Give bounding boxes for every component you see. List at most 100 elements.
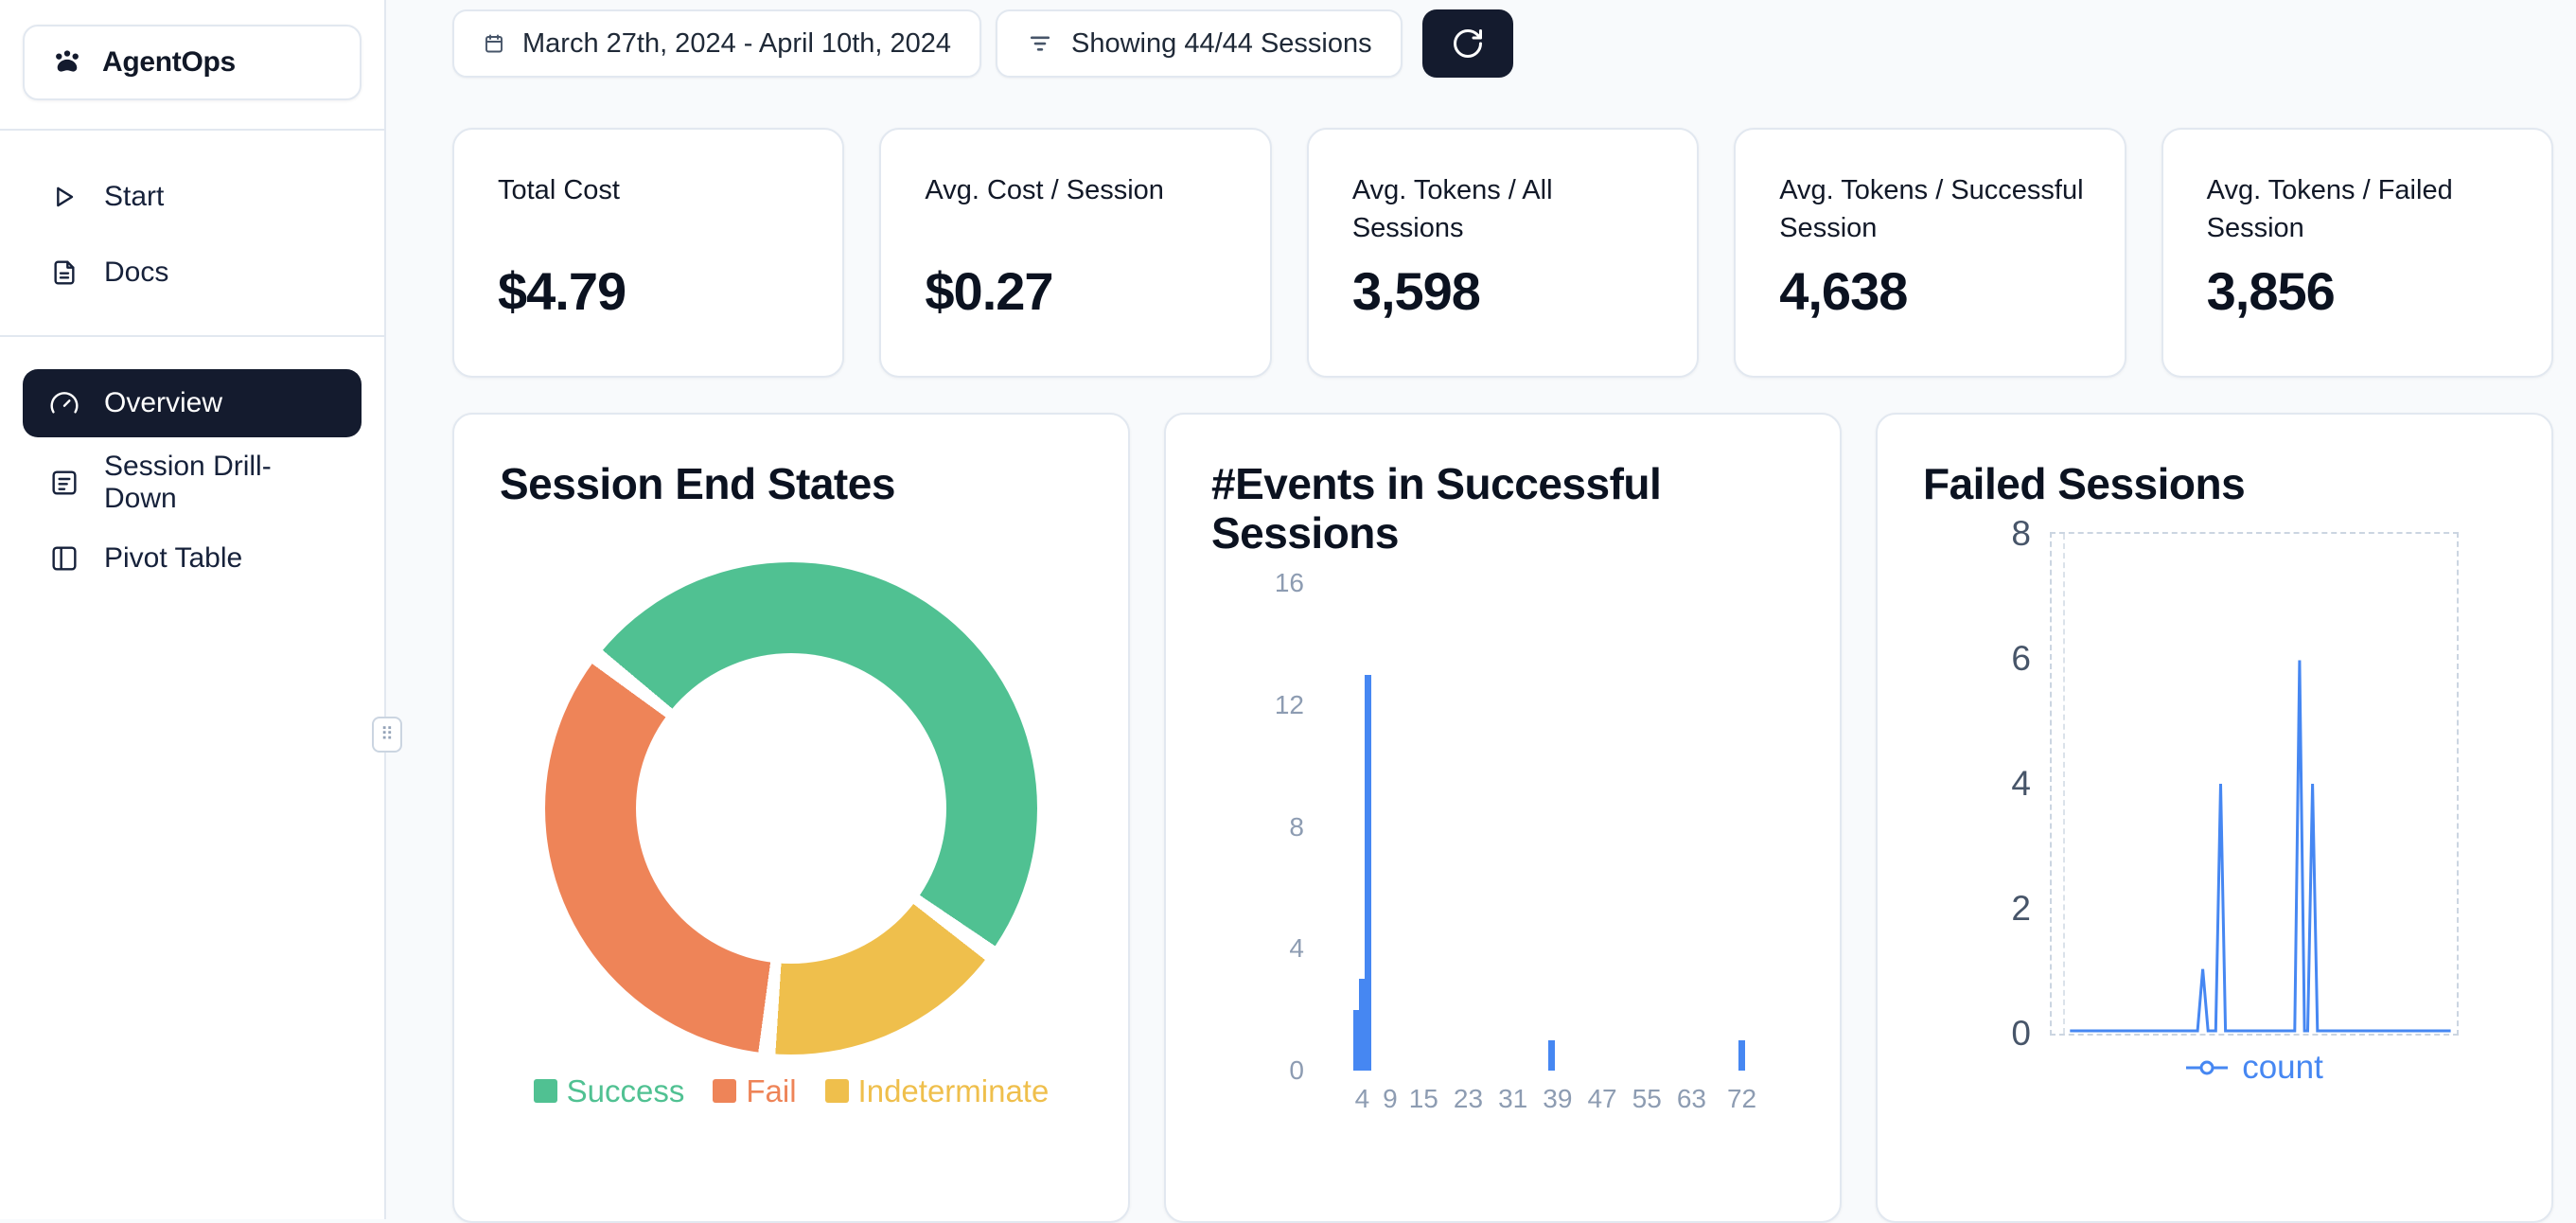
stat-card-avg-cost: Avg. Cost / Session $0.27 bbox=[879, 128, 1272, 378]
sidebar-item-label: Pivot Table bbox=[104, 542, 243, 574]
session-end-states-card: Session End States Success Fail bbox=[452, 413, 1130, 1223]
y-axis-tick: 8 bbox=[1289, 811, 1304, 842]
date-range-label: March 27th, 2024 - April 10th, 2024 bbox=[522, 27, 952, 59]
sidebar-item-overview[interactable]: Overview bbox=[23, 369, 362, 437]
histogram-bar bbox=[1364, 674, 1371, 1071]
app-name: AgentOps bbox=[102, 46, 236, 78]
app-logo[interactable]: AgentOps bbox=[23, 25, 362, 100]
failed-sessions-plot[interactable]: 0 2 4 6 8 bbox=[2011, 514, 2459, 1053]
x-axis-tick: 9 bbox=[1383, 1084, 1398, 1113]
x-axis-tick: 4 bbox=[1354, 1084, 1370, 1113]
sidebar-item-docs[interactable]: Docs bbox=[23, 235, 362, 310]
count-legend-label: count bbox=[2242, 1049, 2323, 1086]
x-axis-tick: 39 bbox=[1543, 1084, 1573, 1113]
sidebar-item-session-drilldown[interactable]: Session Drill-Down bbox=[23, 445, 362, 521]
sidebar-resize-handle[interactable]: ⠿ bbox=[372, 717, 402, 753]
histogram-bar bbox=[1358, 979, 1366, 1071]
legend-label: Fail bbox=[746, 1072, 797, 1108]
stat-card-avg-tokens-all: Avg. Tokens / All Sessions 3,598 bbox=[1306, 128, 1700, 378]
legend-swatch bbox=[713, 1079, 737, 1104]
donut-ring[interactable] bbox=[545, 561, 1037, 1055]
histogram-bar bbox=[1548, 1039, 1556, 1071]
stat-card-avg-tokens-failed: Avg. Tokens / Failed Session 3,856 bbox=[2161, 128, 2554, 378]
toolbar: March 27th, 2024 - April 10th, 2024 Show… bbox=[452, 9, 2553, 78]
stat-value: 3,856 bbox=[2206, 261, 2336, 321]
sessions-filter-button[interactable]: Showing 44/44 Sessions bbox=[996, 9, 1403, 78]
y-axis-tick: 4 bbox=[2011, 764, 2031, 803]
x-axis-tick: 23 bbox=[1453, 1084, 1484, 1113]
count-legend-marker-icon bbox=[2186, 1060, 2229, 1075]
sidebar-item-start[interactable]: Start bbox=[23, 159, 362, 235]
sidebar-item-pivot-table[interactable]: Pivot Table bbox=[23, 521, 362, 596]
legend-item-success[interactable]: Success bbox=[533, 1072, 685, 1109]
sidebar-divider bbox=[0, 335, 384, 337]
stat-value: $4.79 bbox=[498, 261, 626, 321]
legend-label: Indeterminate bbox=[857, 1072, 1050, 1108]
refresh-icon bbox=[1453, 29, 1482, 58]
legend-label: Success bbox=[566, 1072, 685, 1108]
stats-row: Total Cost $4.79 Avg. Cost / Session $0.… bbox=[452, 128, 2554, 378]
y-axis-tick: 8 bbox=[2011, 514, 2031, 553]
stat-value: 4,638 bbox=[1779, 261, 1908, 321]
stat-value: 3,598 bbox=[1351, 261, 1481, 321]
failed-sessions-line bbox=[2070, 660, 2451, 1033]
stat-value: $0.27 bbox=[925, 261, 1053, 321]
y-axis-tick: 0 bbox=[1289, 1055, 1304, 1085]
stat-card-avg-tokens-successful: Avg. Tokens / Successful Session 4,638 bbox=[1734, 128, 2126, 378]
donut-legend: Success Fail Indeterminate bbox=[500, 1073, 1083, 1109]
stat-label: Avg. Tokens / Failed Session bbox=[2206, 175, 2453, 244]
date-range-button[interactable]: March 27th, 2024 - April 10th, 2024 bbox=[452, 9, 982, 78]
play-icon bbox=[57, 186, 74, 207]
main-content: March 27th, 2024 - April 10th, 2024 Show… bbox=[386, 0, 2576, 1223]
docs-icon bbox=[54, 260, 75, 285]
y-axis-tick: 16 bbox=[1274, 568, 1304, 597]
legend-item-fail[interactable]: Fail bbox=[713, 1072, 797, 1109]
session-end-states-chart[interactable] bbox=[545, 561, 1037, 1055]
x-axis-tick: 47 bbox=[1587, 1084, 1617, 1113]
histogram-bar bbox=[1352, 1009, 1360, 1071]
calendar-icon bbox=[485, 34, 503, 53]
y-axis-tick: 2 bbox=[2011, 889, 2031, 928]
charts-row: Session End States Success Fail bbox=[452, 413, 2553, 1223]
stat-label: Avg. Cost / Session bbox=[925, 175, 1164, 205]
chart-title: Failed Sessions bbox=[1923, 459, 2246, 508]
count-legend[interactable]: count bbox=[2050, 1049, 2459, 1087]
sidebar-item-label: Overview bbox=[104, 387, 223, 418]
x-axis-tick: 72 bbox=[1726, 1084, 1757, 1113]
chart-title: Session End States bbox=[500, 459, 895, 508]
pivot-table-icon bbox=[52, 546, 77, 571]
y-axis-tick: 4 bbox=[1289, 933, 1304, 964]
sidebar-item-label: Docs bbox=[104, 257, 169, 288]
histogram-bar bbox=[1738, 1039, 1746, 1071]
y-axis-tick: 12 bbox=[1274, 689, 1304, 719]
sidebar-main-group: Overview Session Drill-Down Pivot Table bbox=[0, 337, 384, 621]
stat-label: Avg. Tokens / Successful Session bbox=[1779, 175, 2084, 244]
sidebar-divider bbox=[0, 129, 384, 131]
sidebar-item-label: Start bbox=[104, 181, 165, 212]
refresh-button[interactable] bbox=[1421, 9, 1513, 78]
stat-card-total-cost: Total Cost $4.79 bbox=[452, 128, 845, 378]
chart-title: #Events in Successful Sessions bbox=[1211, 459, 1662, 558]
stat-label: Total Cost bbox=[498, 175, 620, 205]
agentops-logo-icon bbox=[56, 50, 79, 72]
sidebar: AgentOps Start Docs bbox=[0, 0, 386, 1219]
events-histogram-plot[interactable]: 0 4 8 12 16 4 9 15 23 31 39 47 55 63 72 bbox=[1275, 568, 1826, 1113]
failed-sessions-card: Failed Sessions 0 2 4 6 8 count bbox=[1876, 413, 2553, 1223]
legend-swatch bbox=[533, 1079, 557, 1104]
x-axis-tick: 55 bbox=[1632, 1084, 1662, 1113]
events-in-successful-sessions-card: #Events in Successful Sessions 0 4 8 12 16 4 9… bbox=[1164, 413, 1842, 1223]
legend-item-indeterminate[interactable]: Indeterminate bbox=[824, 1072, 1050, 1109]
filter-icon bbox=[1030, 36, 1050, 51]
y-axis-tick: 0 bbox=[2011, 1014, 2031, 1053]
stat-label: Avg. Tokens / All Sessions bbox=[1351, 175, 1553, 244]
gauge-icon bbox=[50, 392, 79, 414]
sidebar-top-group: Start Docs bbox=[0, 131, 384, 335]
session-drilldown-icon bbox=[52, 470, 77, 495]
legend-swatch bbox=[824, 1079, 849, 1104]
x-axis-tick: 31 bbox=[1498, 1084, 1528, 1113]
y-axis-tick: 6 bbox=[2011, 639, 2031, 678]
sidebar-item-label: Session Drill-Down bbox=[104, 451, 272, 514]
x-axis-tick: 15 bbox=[1408, 1084, 1438, 1113]
x-axis-tick: 63 bbox=[1676, 1084, 1706, 1113]
